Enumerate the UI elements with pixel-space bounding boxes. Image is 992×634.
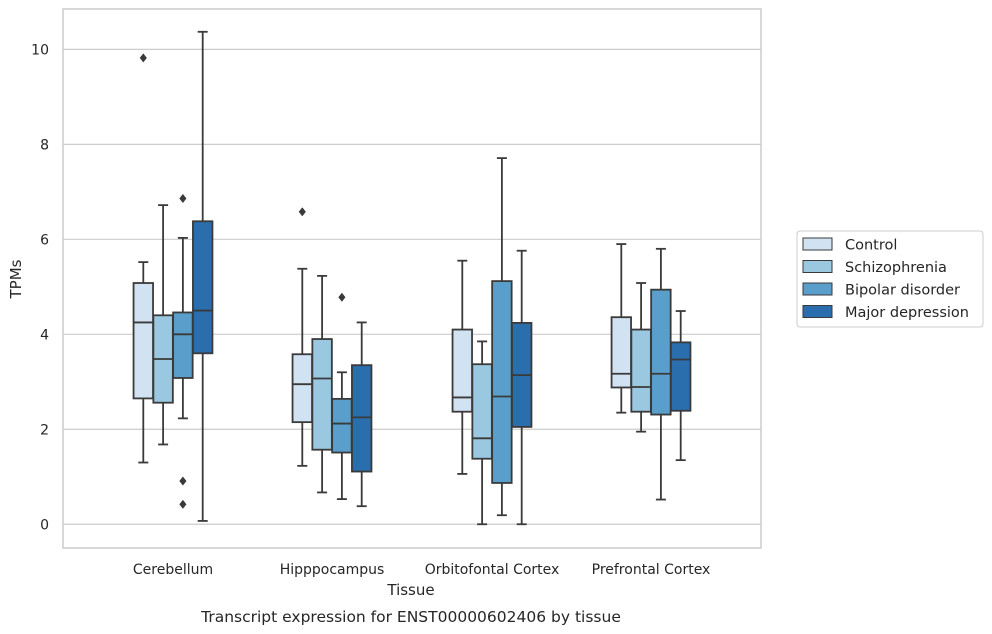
outlier-point <box>179 476 187 486</box>
y-axis-label: TPMs <box>7 259 25 299</box>
box-schizophrenia <box>311 274 333 494</box>
box-iqr <box>491 280 513 484</box>
box-iqr <box>610 316 632 389</box>
legend-swatch <box>802 237 833 251</box>
box-bipolar-disorder <box>650 247 672 501</box>
box-schizophrenia <box>630 282 652 433</box>
x-axis-label: Tissue <box>386 581 434 599</box>
y-tick-label: 2 <box>40 422 49 438</box>
x-axis-ticks: Cerebellum Hipppocampus Orbitofontal Corte… <box>133 562 710 578</box>
box-iqr <box>291 353 313 424</box>
box-major-depression <box>511 249 533 526</box>
box-plot-marks <box>132 30 692 526</box>
y-tick-label: 0 <box>40 517 49 533</box>
legend-label: Bipolar disorder <box>845 283 960 299</box>
box-iqr <box>192 220 214 355</box>
box-iqr <box>132 282 154 400</box>
x-tick-label: Prefrontal Cortex <box>592 562 711 578</box>
box-iqr <box>311 338 333 451</box>
outlier-point <box>139 53 147 63</box>
box-iqr <box>471 363 493 460</box>
box-major-depression <box>351 321 373 508</box>
legend-swatch <box>802 282 833 296</box>
box-iqr <box>630 328 652 413</box>
box-control <box>451 259 473 475</box>
box-iqr <box>451 328 473 413</box>
legend-label: Control <box>845 238 897 254</box>
chart-caption: Transcript expression for ENST0000060240… <box>200 608 621 626</box>
box-iqr <box>331 397 353 454</box>
box-iqr <box>670 341 692 412</box>
box-control <box>610 243 632 414</box>
x-tick-label: Orbitofontal Cortex <box>425 562 560 578</box>
plot-frame <box>62 8 762 549</box>
y-axis-ticks: 0 2 4 6 8 10 <box>31 42 49 533</box>
x-tick-label: Hipppocampus <box>280 562 385 578</box>
box-iqr <box>650 288 672 416</box>
box-bipolar-disorder <box>491 157 513 517</box>
box-schizophrenia <box>471 340 493 526</box>
box-major-depression <box>670 310 692 462</box>
outlier-point <box>298 207 306 217</box>
outlier-point <box>179 499 187 509</box>
box-control <box>132 53 154 464</box>
legend-frame <box>796 230 984 328</box>
box-iqr <box>351 364 373 473</box>
y-tick-label: 6 <box>40 232 49 248</box>
legend-label: Major depression <box>845 305 969 321</box>
y-tick-label: 4 <box>40 327 49 343</box>
legend-swatch <box>802 260 833 273</box>
box-schizophrenia <box>152 204 174 446</box>
box-bipolar-disorder <box>172 193 194 509</box>
outlier-point <box>179 193 187 204</box>
outlier-point <box>338 292 346 302</box>
grid-lines <box>63 48 761 525</box>
box-major-depression <box>192 30 214 522</box>
box-control <box>291 207 313 467</box>
x-tick-label: Cerebellum <box>133 562 213 578</box>
y-tick-label: 8 <box>40 137 49 153</box>
legend-swatch <box>802 305 833 318</box>
y-tick-label: 10 <box>31 42 49 58</box>
legend-label: Schizophrenia <box>845 260 947 276</box>
legend: Control Schizophrenia Bipolar disorder Majo… <box>796 230 984 328</box>
box-bipolar-disorder <box>331 292 353 500</box>
box-iqr <box>172 311 194 379</box>
